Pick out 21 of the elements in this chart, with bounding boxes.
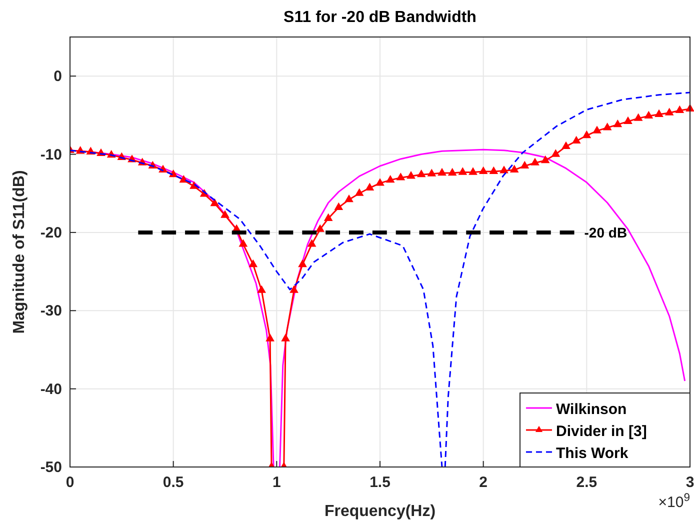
annotation: -20 dB bbox=[584, 224, 628, 240]
x-tick-label: 0.5 bbox=[162, 474, 184, 491]
x-tick-label: 3 bbox=[686, 474, 694, 491]
x-tick-label: 0 bbox=[66, 474, 74, 491]
y-tick-label: -10 bbox=[40, 146, 62, 164]
y-tick-label: -40 bbox=[40, 380, 62, 398]
y-tick-label: -30 bbox=[40, 302, 62, 320]
y-axis-title: Magnitude of S11(dB) bbox=[11, 170, 28, 334]
legend-label: Divider in [3] bbox=[556, 423, 647, 440]
text: ×10$^{9}$ bbox=[658, 492, 690, 511]
x-tick-label: 1.5 bbox=[370, 474, 390, 491]
legend-label: Wilkinson bbox=[556, 401, 627, 418]
y-tick-label: -50 bbox=[40, 459, 62, 476]
x-axis-title: Frequency(Hz) bbox=[324, 503, 436, 520]
y-tick-label: -20 bbox=[40, 224, 62, 242]
x-tick-label: 1 bbox=[272, 474, 281, 491]
x-tick-label: 2 bbox=[479, 474, 488, 491]
chart-title: S11 for -20 dB Bandwidth bbox=[284, 9, 476, 26]
legend-label: This Work bbox=[556, 445, 629, 462]
y-tick-label: 0 bbox=[54, 68, 62, 86]
x-tick-label: 2.5 bbox=[576, 474, 598, 491]
